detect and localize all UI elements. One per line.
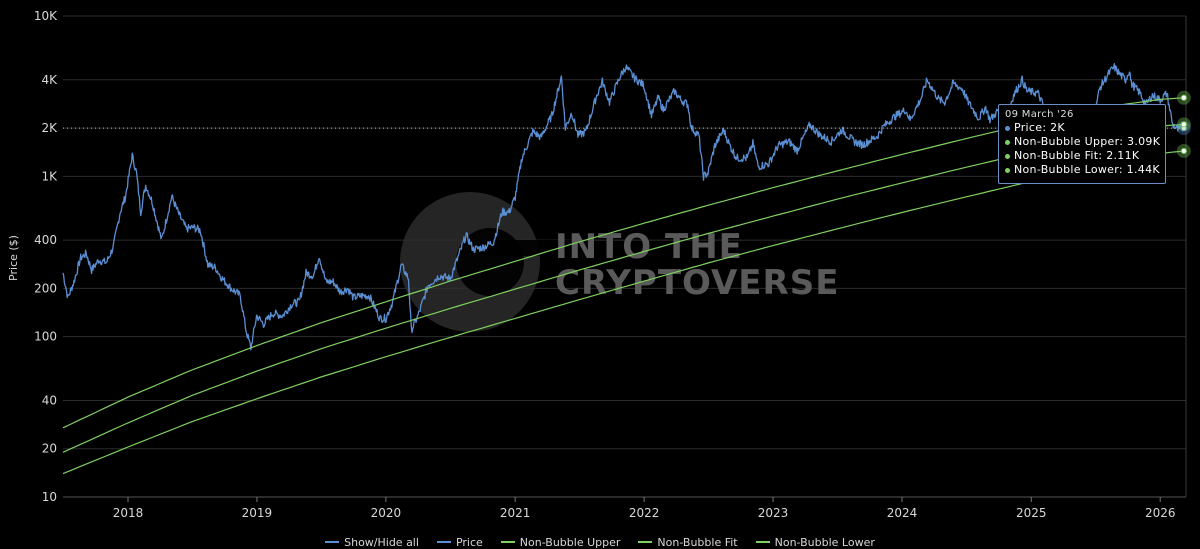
watermark-line1: INTO THE [555, 227, 743, 267]
legend-swatch-icon [500, 541, 515, 543]
axis-layer: 10 20 40 100 200 400 1K 2K 4K 10K 2018 2019 2020 2021… [34, 9, 1187, 520]
marker-layer [1176, 90, 1191, 158]
y-axis-title: Price ($) [7, 235, 20, 281]
legend-swatch-icon [638, 541, 653, 543]
x-tick-label: 2026 [1145, 506, 1176, 520]
y-tick-label: 100 [34, 330, 57, 344]
tooltip-dot-icon [1005, 139, 1010, 145]
x-tick-label: 2022 [629, 506, 660, 520]
tooltip-date: 09 March '26 [1005, 109, 1074, 120]
tooltip-row-price: Price: 2K [1005, 121, 1159, 135]
x-tick-label: 2020 [371, 506, 402, 520]
legend-label: Price [455, 535, 483, 549]
legend-swatch-icon [755, 541, 770, 543]
grid-layer [63, 15, 1186, 498]
legend: Show/Hide all Price Non-Bubble Upper Non… [0, 535, 1200, 549]
watermark-logo-icon [400, 192, 576, 332]
tooltip-upper-label: Non-Bubble Upper: 3.09K [1014, 135, 1161, 148]
y-tick-label: 20 [42, 442, 57, 456]
band-marker [1180, 147, 1187, 154]
legend-swatch-icon [325, 541, 340, 543]
y-tick-label: 40 [42, 393, 57, 407]
tooltip-row-fit: Non-Bubble Fit: 2.11K [1005, 149, 1159, 163]
tooltip-dot-icon [1005, 153, 1010, 159]
tooltip-row-lower: Non-Bubble Lower: 1.44K [1005, 163, 1160, 177]
x-tick-label: 2019 [242, 506, 273, 520]
tooltip-price-label: Price: 2K [1014, 121, 1065, 134]
y-tick-label: 4K [41, 73, 58, 87]
tooltip-dot-icon [1005, 125, 1010, 131]
tooltip-fit-label: Non-Bubble Fit: 2.11K [1014, 149, 1140, 162]
legend-item-show-hide-all[interactable]: Show/Hide all [325, 535, 419, 549]
tooltip-lower-label: Non-Bubble Lower: 1.44K [1014, 163, 1160, 176]
watermark: INTO THE CRYPTOVERSE [400, 192, 839, 332]
legend-item-non-bubble-lower[interactable]: Non-Bubble Lower [755, 535, 875, 549]
legend-label: Non-Bubble Lower [774, 535, 875, 549]
legend-label: Non-Bubble Upper [519, 535, 621, 549]
legend-item-price[interactable]: Price [436, 535, 483, 549]
x-tick-label: 2023 [758, 506, 789, 520]
legend-item-non-bubble-upper[interactable]: Non-Bubble Upper [500, 535, 621, 549]
x-tick-label: 2021 [500, 506, 531, 520]
y-tick-label: 2K [41, 121, 58, 135]
band-marker [1180, 94, 1187, 101]
legend-label: Show/Hide all [344, 535, 419, 549]
y-tick-label: 400 [34, 233, 57, 247]
non-bubble-lower-line [62, 150, 1184, 475]
y-tick-label: 10 [42, 490, 57, 504]
y-tick-label: 200 [34, 281, 57, 295]
x-tick-label: 2024 [887, 506, 918, 520]
x-tick-label: 2025 [1016, 506, 1047, 520]
y-tick-label: 10K [34, 9, 58, 23]
y-tick-label: 1K [41, 169, 58, 183]
tooltip-dot-icon [1005, 167, 1010, 173]
band-marker [1180, 121, 1187, 128]
tooltip-row-upper: Non-Bubble Upper: 3.09K [1005, 135, 1161, 149]
tooltip: 09 March '26 Price: 2K Non-Bubble Upper:… [998, 104, 1166, 184]
x-tick-label: 2018 [113, 506, 144, 520]
legend-swatch-icon [436, 541, 451, 543]
legend-label: Non-Bubble Fit [657, 535, 738, 549]
legend-item-non-bubble-fit[interactable]: Non-Bubble Fit [638, 535, 738, 549]
watermark-line2: CRYPTOVERSE [555, 263, 839, 303]
